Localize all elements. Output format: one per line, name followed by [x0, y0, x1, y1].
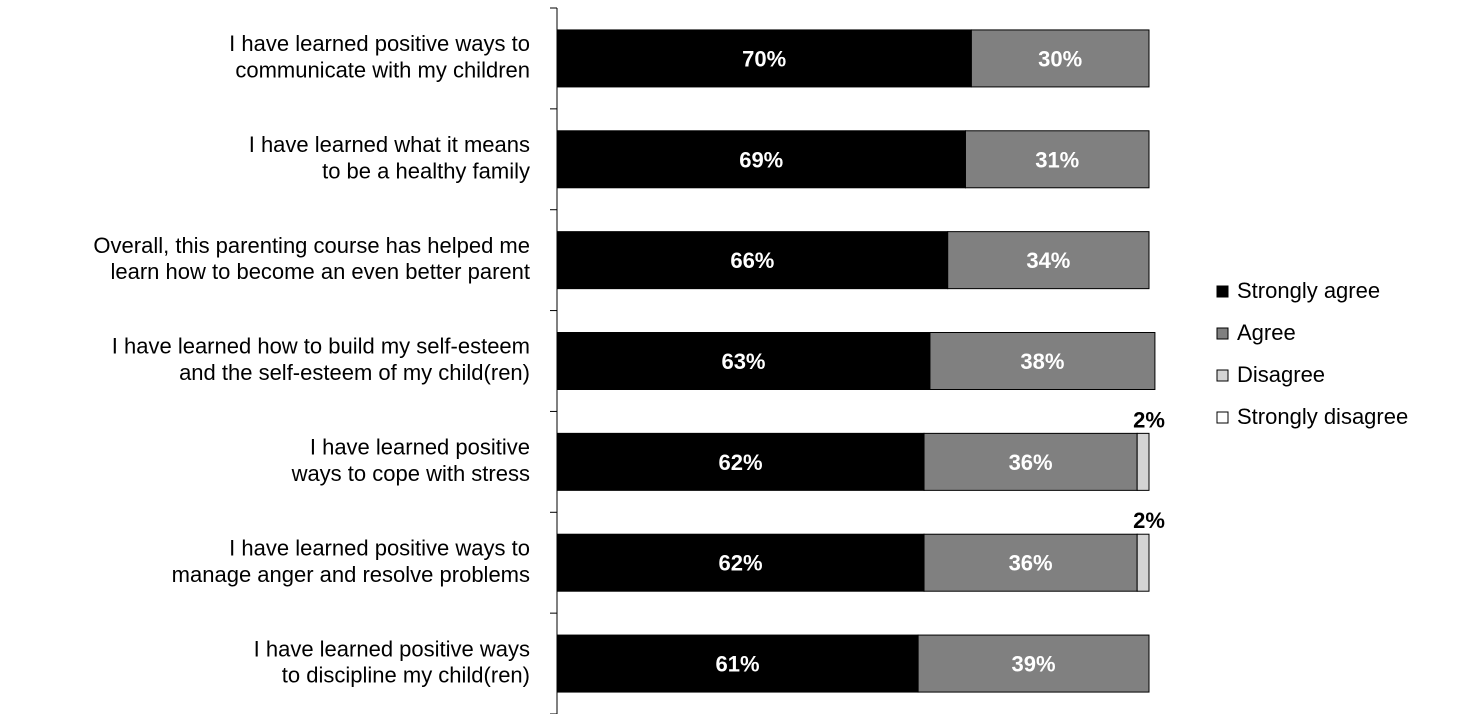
bar-segment	[917, 634, 1150, 693]
data-label: 36%	[1009, 450, 1053, 475]
bar-segment	[964, 130, 1150, 189]
bar-segment	[929, 332, 1156, 390]
legend-label: Disagree	[1237, 362, 1325, 387]
data-label: 66%	[730, 248, 774, 273]
legend-swatch	[1216, 411, 1229, 424]
legend-label: Strongly disagree	[1237, 404, 1408, 429]
bar-segment	[1136, 533, 1150, 592]
category-axis	[550, 7, 558, 714]
data-label: 61%	[716, 652, 760, 677]
category-label: I have learned positive ways to manage an…	[172, 535, 530, 586]
category-label-line: I have learned how to build my self-este…	[112, 334, 530, 359]
data-label: 30%	[1038, 46, 1082, 71]
bar-segment	[970, 29, 1150, 88]
legend-swatch	[1216, 285, 1229, 298]
category-label: I have learned what it means to be a heal…	[249, 132, 530, 183]
data-label: 69%	[739, 147, 783, 172]
category-label-line: communicate with my children	[235, 58, 530, 83]
category-label-line: manage anger and resolve problems	[172, 562, 530, 587]
category-label-line: I have learned positive ways to	[229, 31, 530, 56]
category-labels: I have learned positive ways to communica…	[93, 31, 530, 688]
data-label: 2%	[1133, 407, 1165, 432]
category-label-line: ways to cope with stress	[291, 461, 530, 486]
data-label: 38%	[1020, 349, 1064, 374]
data-label: 70%	[742, 46, 786, 71]
data-label: 2%	[1133, 508, 1165, 533]
category-label-line: I have learned what it means	[249, 132, 530, 157]
bar-segment	[556, 533, 925, 592]
legend-label: Agree	[1237, 320, 1296, 345]
legend-swatch	[1216, 369, 1229, 382]
bar-segment	[556, 634, 919, 693]
legend-label: Strongly agree	[1237, 278, 1380, 303]
data-label: 34%	[1026, 248, 1070, 273]
legend-swatch	[1216, 327, 1229, 340]
category-label-line: learn how to become an even better paren…	[111, 259, 531, 284]
data-label: 62%	[718, 551, 762, 576]
category-label-line: to discipline my child(ren)	[282, 663, 530, 688]
data-label: 39%	[1012, 652, 1056, 677]
category-label: I have learned positive ways to cope with…	[291, 435, 530, 486]
bar-segment	[923, 533, 1138, 592]
data-label: 31%	[1035, 147, 1079, 172]
bar-segment	[556, 432, 925, 491]
category-label: I have learned positive ways to disciplin…	[254, 636, 530, 687]
data-label: 63%	[721, 349, 765, 374]
data-label: 62%	[718, 450, 762, 475]
category-label-line: to be a healthy family	[322, 158, 530, 183]
category-label-line: I have learned positive ways	[254, 636, 530, 661]
category-label-line: I have learned positive ways to	[229, 535, 530, 560]
category-label: I have learned how to build my self-este…	[112, 334, 530, 385]
category-label: Overall, this parenting course has helpe…	[93, 233, 530, 284]
legend: Strongly agree Agree Disagree Strongly disa…	[1216, 278, 1408, 429]
category-label-line: and the self-esteem of my child(ren)	[179, 360, 530, 385]
bar-segment	[947, 231, 1150, 290]
bar-segment	[556, 29, 972, 88]
bar-segment	[556, 130, 966, 189]
bars: 70% 30% 69% 31% 66% 34% 63% 38% 62% 36% 2% 62% 36% 2%…	[556, 29, 1165, 693]
data-label: 36%	[1009, 551, 1053, 576]
bar-segment	[1136, 432, 1150, 491]
bar-segment	[556, 332, 931, 390]
category-label-line: I have learned positive	[310, 435, 530, 460]
category-label-line: Overall, this parenting course has helpe…	[93, 233, 530, 258]
category-label: I have learned positive ways to communica…	[229, 31, 530, 82]
